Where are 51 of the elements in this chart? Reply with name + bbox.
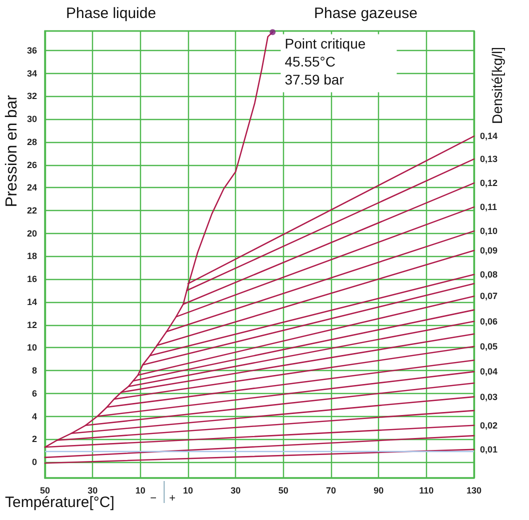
x-axis-title: Température[°C] xyxy=(5,494,114,511)
x-tick-label: 130 xyxy=(466,486,482,496)
series-label: 0,10 xyxy=(480,226,498,236)
x-tick-label: 30 xyxy=(88,486,98,496)
y-tick-label: 22 xyxy=(26,205,37,216)
x-tick-label: 10 xyxy=(135,486,146,496)
y-tick-label: 6 xyxy=(32,388,37,398)
y-tick-label: 30 xyxy=(26,114,37,124)
y-tick-label: 14 xyxy=(26,296,37,307)
text: Phase gazeuse xyxy=(314,5,418,22)
series-label: 0,12 xyxy=(480,178,498,188)
text: Densité[kg/l] xyxy=(489,46,505,124)
text: − xyxy=(150,492,157,504)
y-tick-label: 36 xyxy=(26,45,37,56)
y-tick-label: 24 xyxy=(26,182,37,193)
text: Phase liquide xyxy=(66,5,156,22)
series-label: 0,05 xyxy=(480,342,498,352)
y-tick-label: 32 xyxy=(26,91,37,102)
series-label: 0,09 xyxy=(480,246,498,256)
series-label: 0,13 xyxy=(480,154,498,164)
series-label: 0,07 xyxy=(480,291,498,302)
y-tick-label: 18 xyxy=(26,251,37,262)
series-label: 0,04 xyxy=(480,366,498,377)
x-tick-label: 90 xyxy=(374,486,384,496)
series-label: 0,02 xyxy=(480,420,498,430)
y-tick-label: 26 xyxy=(26,160,37,170)
y-tick-label: 4 xyxy=(32,411,37,422)
series-label: 0,06 xyxy=(480,316,498,326)
x-tick-label: 50 xyxy=(40,486,50,496)
x-tick-label: 30 xyxy=(230,486,241,496)
series-label: 0,14 xyxy=(480,131,498,142)
y-tick-label: 8 xyxy=(32,366,37,376)
series-label: 0,03 xyxy=(480,392,498,402)
x-tick-label: 50 xyxy=(278,486,288,496)
x-tick-label: 70 xyxy=(326,486,336,496)
y-tick-label: 12 xyxy=(26,320,37,330)
series-label: 0,01 xyxy=(480,444,498,454)
y-tick-label: 34 xyxy=(26,68,37,78)
text: + xyxy=(169,492,176,504)
y-tick-label: 28 xyxy=(26,136,37,147)
x-tick-label: 110 xyxy=(419,486,434,496)
y-tick-label: 10 xyxy=(26,342,37,353)
y-tick-label: 20 xyxy=(26,228,37,238)
annotation: Point critique 45.55°C 37.59 bar xyxy=(284,35,366,88)
y-tick-label: 0 xyxy=(32,456,37,467)
y-tick-label: 16 xyxy=(26,274,37,284)
series-label: 0,08 xyxy=(480,270,498,280)
y-tick-label: 2 xyxy=(32,434,37,444)
x-tick-label: 10 xyxy=(182,486,194,496)
series-label: 0,11 xyxy=(480,202,498,212)
y-axis-title: Pression en bar xyxy=(4,94,20,208)
